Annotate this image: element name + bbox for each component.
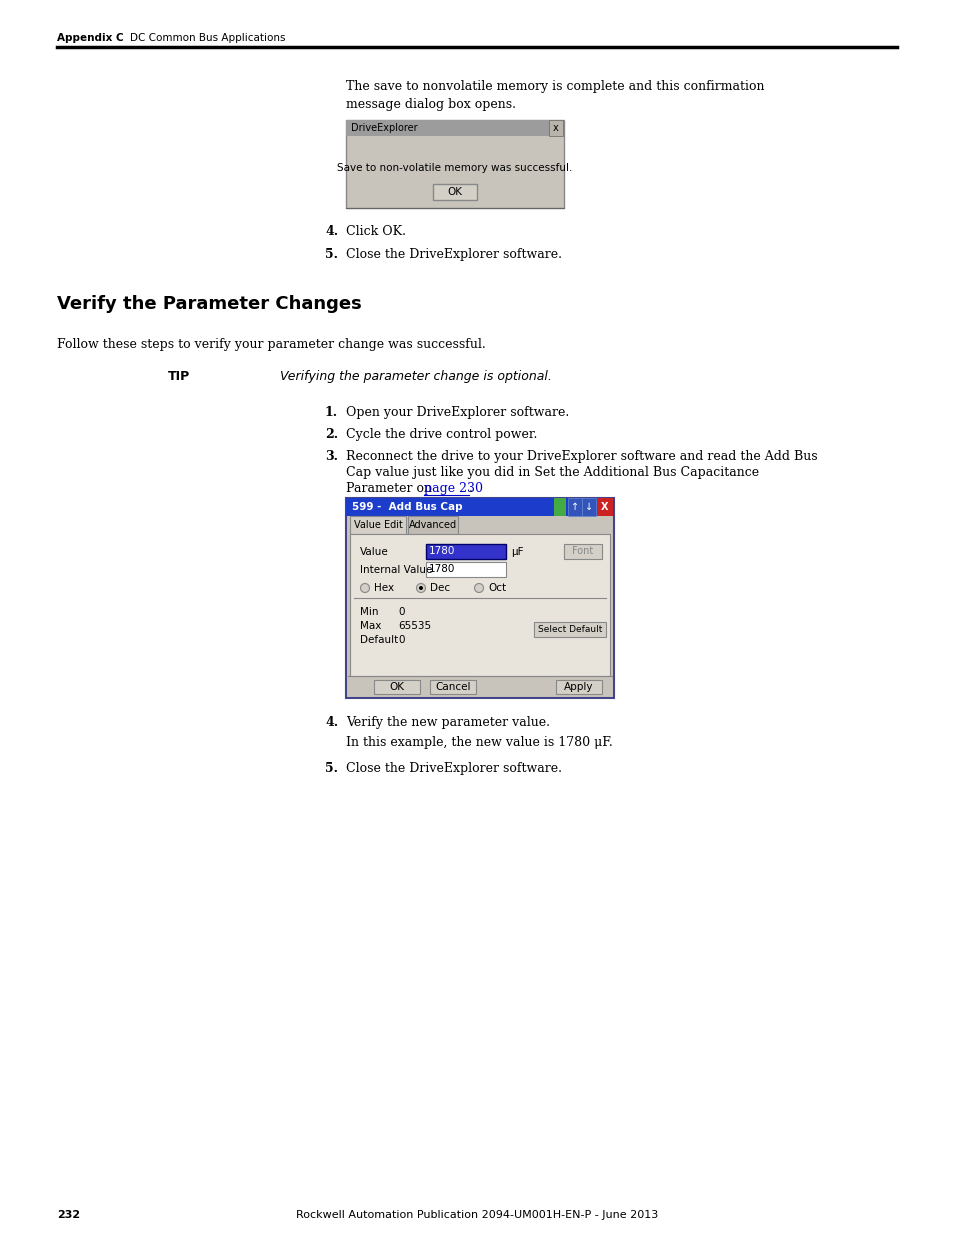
Bar	[581, 498, 596, 516]
Text: DriveExplorer: DriveExplorer	[351, 124, 417, 133]
Text: μF: μF	[511, 547, 523, 557]
Text: Open your DriveExplorer software.: Open your DriveExplorer software.	[346, 406, 569, 419]
Text: In this example, the new value is 1780 μF.: In this example, the new value is 1780 μ…	[346, 736, 612, 748]
Text: Verify the new parameter value.: Verify the new parameter value.	[346, 716, 550, 729]
Text: Value: Value	[359, 547, 388, 557]
Text: page 230: page 230	[423, 482, 482, 495]
Text: Apply: Apply	[563, 682, 593, 692]
Text: x: x	[553, 124, 558, 133]
Text: Verifying the parameter change is optional.: Verifying the parameter change is option…	[280, 370, 551, 383]
Bar	[350, 516, 406, 534]
Text: 1780: 1780	[429, 547, 455, 557]
Bar	[346, 498, 614, 698]
Text: ↑: ↑	[570, 501, 578, 513]
Text: 0: 0	[397, 606, 404, 618]
Text: 4.: 4.	[325, 225, 337, 238]
Text: Close the DriveExplorer software.: Close the DriveExplorer software.	[346, 762, 561, 776]
Text: 1780: 1780	[429, 564, 455, 574]
Bar	[374, 680, 419, 694]
Bar	[426, 562, 505, 577]
Text: Hex: Hex	[374, 583, 394, 593]
Text: 2.: 2.	[325, 429, 337, 441]
Text: Select Default: Select Default	[537, 625, 601, 634]
Text: 1.: 1.	[325, 406, 337, 419]
Text: Verify the Parameter Changes: Verify the Parameter Changes	[57, 295, 361, 312]
Text: 4.: 4.	[325, 716, 337, 729]
Text: ↓: ↓	[584, 501, 593, 513]
Text: .: .	[469, 482, 473, 495]
Text: Save to non-volatile memory was successful.: Save to non-volatile memory was successf…	[337, 163, 572, 173]
Bar	[350, 534, 609, 676]
Bar	[426, 543, 505, 559]
Text: 5.: 5.	[325, 248, 337, 261]
Circle shape	[416, 583, 425, 593]
Bar	[346, 120, 563, 136]
Text: Reconnect the drive to your DriveExplorer software and read the Add Bus: Reconnect the drive to your DriveExplore…	[346, 450, 817, 463]
Bar	[408, 516, 457, 534]
Text: Cycle the drive control power.: Cycle the drive control power.	[346, 429, 537, 441]
Text: Internal Value: Internal Value	[359, 564, 432, 576]
Text: Font: Font	[572, 547, 593, 557]
Text: Min: Min	[359, 606, 378, 618]
Text: Rockwell Automation Publication 2094-UM001H-EN-P - June 2013: Rockwell Automation Publication 2094-UM0…	[295, 1210, 658, 1220]
Text: Default: Default	[359, 635, 397, 645]
Text: 5.: 5.	[325, 762, 337, 776]
Text: 599 -  Add Bus Cap: 599 - Add Bus Cap	[352, 501, 462, 513]
Text: 65535: 65535	[397, 621, 431, 631]
Circle shape	[418, 585, 422, 590]
Text: 232: 232	[57, 1210, 80, 1220]
Bar	[567, 498, 581, 516]
Text: 3.: 3.	[325, 450, 337, 463]
Text: DC Common Bus Applications: DC Common Bus Applications	[130, 33, 285, 43]
Bar	[534, 622, 605, 637]
Text: X: X	[600, 501, 608, 513]
Bar	[597, 498, 613, 516]
Bar	[556, 680, 601, 694]
Text: OK: OK	[447, 186, 462, 198]
Text: Follow these steps to verify your parameter change was successful.: Follow these steps to verify your parame…	[57, 338, 485, 351]
Text: 0: 0	[397, 635, 404, 645]
Text: Oct: Oct	[488, 583, 506, 593]
Text: TIP: TIP	[168, 370, 190, 383]
Bar	[554, 498, 565, 516]
Text: Close the DriveExplorer software.: Close the DriveExplorer software.	[346, 248, 561, 261]
Text: OK: OK	[389, 682, 404, 692]
Text: Cap value just like you did in Set the Additional Bus Capacitance: Cap value just like you did in Set the A…	[346, 466, 759, 479]
Bar	[433, 184, 476, 200]
Bar	[346, 120, 563, 207]
Text: Appendix C: Appendix C	[57, 33, 124, 43]
Text: Advanced: Advanced	[409, 520, 456, 530]
Bar	[430, 680, 476, 694]
Text: Value Edit: Value Edit	[354, 520, 402, 530]
Text: Cancel: Cancel	[435, 682, 470, 692]
Circle shape	[474, 583, 483, 593]
Bar	[346, 498, 614, 516]
Circle shape	[360, 583, 369, 593]
Text: Parameter on: Parameter on	[346, 482, 436, 495]
Text: Click OK.: Click OK.	[346, 225, 406, 238]
Text: Max: Max	[359, 621, 381, 631]
Text: message dialog box opens.: message dialog box opens.	[346, 98, 516, 111]
Text: Dec: Dec	[430, 583, 450, 593]
Bar	[563, 543, 601, 559]
Text: The save to nonvolatile memory is complete and this confirmation: The save to nonvolatile memory is comple…	[346, 80, 763, 93]
Bar	[548, 120, 562, 136]
